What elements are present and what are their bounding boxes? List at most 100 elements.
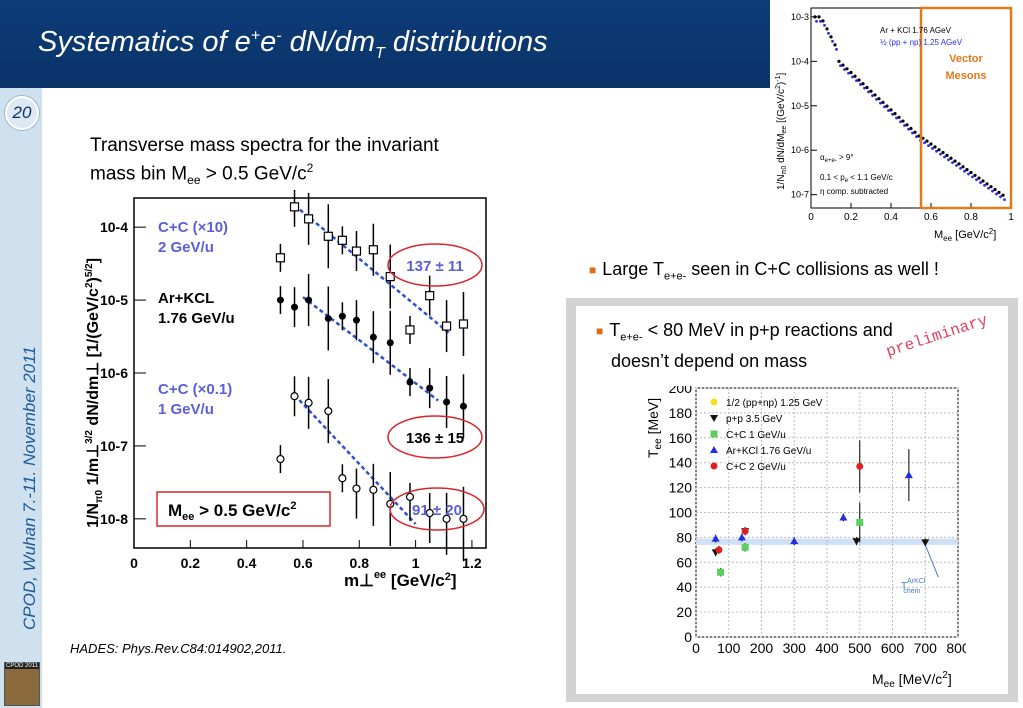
data-point [352,484,361,493]
x-tick-label: 500 [848,640,872,656]
data-point [852,538,861,546]
bullet-large-tee: ■ Large Te+e- seen in C+C collisions as w… [589,259,939,283]
legend-pp: ½ (pp + np) 1.25 AGeV [880,38,963,47]
spectrum-point [981,179,985,183]
spectrum-point-pp [911,131,914,135]
vector-mesons-label: Vector [949,53,983,65]
cut-momentum: 0.1 < pe < 1.1 GeV/c [820,173,893,184]
y-tick-label: 10-7 [791,190,809,200]
chart1-ylabel: 1/Nπ0 1/m⊥3/2 dN/dm⊥ [1/(GeV/c2)5/2] [84,258,105,528]
x-tick-label: 0.8 [964,212,978,223]
fit-line [302,296,439,402]
spectrum-point [1001,193,1005,197]
spectrum-point-pp [859,83,862,86]
spectrum-point-pp [863,86,866,90]
data-point [459,514,468,523]
temperature-ellipse [387,243,483,287]
spectrum-point [973,173,977,177]
spectrum-point-pp [931,147,934,150]
cut-angle: αe+e- > 9° [820,153,854,164]
spectrum-point-pp [999,195,1002,199]
conference-label: CPOD, Wuhan 7.-11. November 2011 [20,346,39,630]
spectrum-point [993,187,997,192]
data-point [275,253,286,263]
spectrum-point [965,168,969,172]
spectrum-point-pp [883,105,886,109]
spectrum-point-pp [875,97,878,101]
x-tick-label: 400 [815,640,839,656]
data-point [276,454,285,464]
spectrum-point-pp [943,155,946,159]
x-tick-label: 200 [750,640,774,656]
spectrum-point [961,165,965,169]
mee-box: Mee > 0.5 GeV/c2 [156,491,331,527]
data-point [289,202,300,212]
y-tick-label: 10-5 [100,292,128,308]
spectrum-point [817,15,821,19]
spectrum-point-pp [835,47,838,51]
data-point [405,325,415,335]
x-tick-label: 0.8 [350,555,370,571]
temperature-label: 136 ± 15 [406,430,464,447]
spectrum-point-pp [955,164,958,167]
spectrum-point [861,82,865,86]
spectrum-point-pp [963,169,966,173]
spectrum-point-pp [867,90,870,94]
data-point [305,296,313,304]
data-point [459,402,467,410]
spectrum-point-pp [819,19,822,23]
fit-line [293,204,451,335]
spectrum-point [885,104,889,108]
tee-summary-box: ■ Te+e- < 80 MeV in p+p reactions and doe… [566,298,1018,702]
y-tick-label: 140 [669,455,693,471]
fit-line [293,394,417,525]
spectrum-point [833,43,837,47]
spectrum-point-pp [855,79,858,83]
data-point [368,245,378,255]
spectrum-point [873,93,877,97]
vector-mesons-label-2: Mesons [946,70,987,82]
data-point [290,392,299,401]
legend-label: p+p 3.5 GeV [726,414,783,425]
x-tick-label: 0.6 [293,555,313,571]
legend-marker [710,446,718,453]
data-point [839,513,848,521]
data-point [338,474,347,483]
spectrum-point [857,78,861,82]
spectrum-point-pp [967,172,970,176]
data-point [904,471,913,479]
legend-arkcl: Ar + KCl 1.76 AGeV [880,26,952,35]
data-point [443,398,451,406]
spectrum-point-pp [815,19,818,23]
spectrum-point [849,70,853,75]
data-point [425,508,434,518]
spectrum-point [925,139,929,143]
temperature-ellipse [389,487,485,531]
y-tick-label: 10-6 [100,365,128,381]
bullet-square-icon: ■ [596,323,604,338]
legend-label: C+C 2 GeV/u [726,462,786,473]
spectrum-point [969,170,973,175]
left-caption: Transverse mass spectra for the invarian… [90,135,439,188]
series-label-cc01-energy: 1 GeV/u [158,401,214,418]
data-point [304,398,313,407]
spectrum-point-pp [843,68,846,71]
y-tick-label: 60 [676,554,692,570]
spectrum-point-pp [839,64,842,68]
data-point [369,485,378,494]
chart1-xlabel: m⊥ee [GeV/c2] [344,569,457,590]
temperature-label: 91 ± 20 [412,502,462,519]
data-point [741,543,749,551]
spectrum-point-pp [831,39,834,43]
spectrum-point-pp [907,127,910,131]
svg-text:Mee > 0.5 GeV/c2: Mee > 0.5 GeV/c2 [168,500,296,523]
mass-spectrum-chart: 0 0.2 0.4 0.6 0.8 1 10-7 10-6 10-5 10-4 10-3 Vecto… [775,6,1014,243]
spectrum-point [941,150,945,155]
data-point [715,546,723,554]
y-tick-label: 10-4 [100,219,128,235]
x-tick-label: 0.4 [237,555,257,571]
spectrum-point [933,145,937,149]
x-tick-label: 0.6 [924,212,938,223]
chart2-xlabel: Mee [GeV/c2] [934,227,996,243]
spectrum-point-pp [947,158,950,162]
